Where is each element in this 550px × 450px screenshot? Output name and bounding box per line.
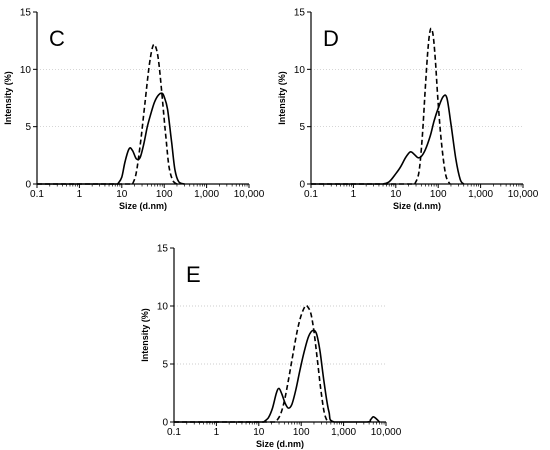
x-tick-label-e-5: 10,000	[371, 427, 402, 438]
series-solid-d	[311, 94, 465, 185]
x-tick-label-d-5: 10,000	[508, 189, 539, 200]
chart-panel-c: 0.1 1 10 100 1,000 10,000 0 5 10 15 Size (d.nm) Int…	[3, 8, 265, 212]
x-axis-label-d: Size (d.nm)	[393, 201, 441, 211]
y-tick-label-d-0: 0	[299, 180, 305, 191]
x-axis-label-c: Size (d.nm)	[119, 201, 167, 211]
y-tick-label-e-2: 10	[157, 302, 169, 313]
panel-label-c: C	[49, 26, 65, 51]
chart-panel-e: 0.1 1 10 100 1,000 10,000 0 5 10 15 Size (d.nm) Int…	[140, 244, 402, 450]
x-tick-label-c-5: 10,000	[234, 189, 265, 200]
x-tick-label-e-2: 10	[253, 427, 265, 438]
y-tick-label-d-2: 10	[294, 65, 306, 76]
chart-panel-d: 0.1 1 10 100 1,000 10,000 0 5 10 15 Size (d.nm) Int…	[277, 8, 539, 212]
y-tick-label-d-1: 5	[299, 122, 305, 133]
x-tick-label-d-4: 1,000	[468, 189, 493, 200]
panel-label-d: D	[323, 26, 339, 51]
series-solid-e	[174, 329, 381, 423]
x-tick-label-c-0: 0.1	[30, 189, 44, 200]
y-tick-label-e-3: 15	[157, 244, 169, 255]
x-tick-label-d-0: 0.1	[304, 189, 318, 200]
x-tick-label-c-2: 10	[116, 189, 128, 200]
y-axis-label-c: Intensity (%)	[3, 71, 13, 125]
x-tick-label-c-4: 1,000	[194, 189, 219, 200]
x-tick-label-e-0: 0.1	[167, 427, 181, 438]
x-tick-label-c-1: 1	[77, 189, 83, 200]
y-tick-label-c-1: 5	[25, 122, 31, 133]
series-dashed-c	[37, 43, 178, 185]
x-tick-label-d-2: 10	[390, 189, 402, 200]
y-axis-label-e: Intensity (%)	[140, 308, 150, 362]
x-axis-label-e: Size (d.nm)	[256, 439, 304, 449]
series-solid-c	[37, 92, 185, 185]
x-tick-label-e-3: 100	[293, 427, 310, 438]
y-tick-label-c-2: 10	[20, 65, 32, 76]
series-dashed-d	[311, 27, 451, 185]
series-dashed-e	[174, 304, 329, 423]
x-tick-label-c-3: 100	[156, 189, 173, 200]
y-tick-label-e-0: 0	[162, 418, 168, 429]
y-tick-label-d-3: 15	[294, 8, 306, 19]
y-tick-label-e-1: 5	[162, 360, 168, 371]
x-tick-label-e-1: 1	[214, 427, 220, 438]
panel-label-e: E	[186, 262, 201, 287]
y-tick-label-c-0: 0	[25, 180, 31, 191]
y-axis-label-d: Intensity (%)	[277, 71, 287, 125]
y-tick-label-c-3: 15	[20, 8, 32, 19]
x-tick-label-e-4: 1,000	[331, 427, 356, 438]
x-tick-label-d-3: 100	[430, 189, 447, 200]
x-tick-label-d-1: 1	[351, 189, 357, 200]
